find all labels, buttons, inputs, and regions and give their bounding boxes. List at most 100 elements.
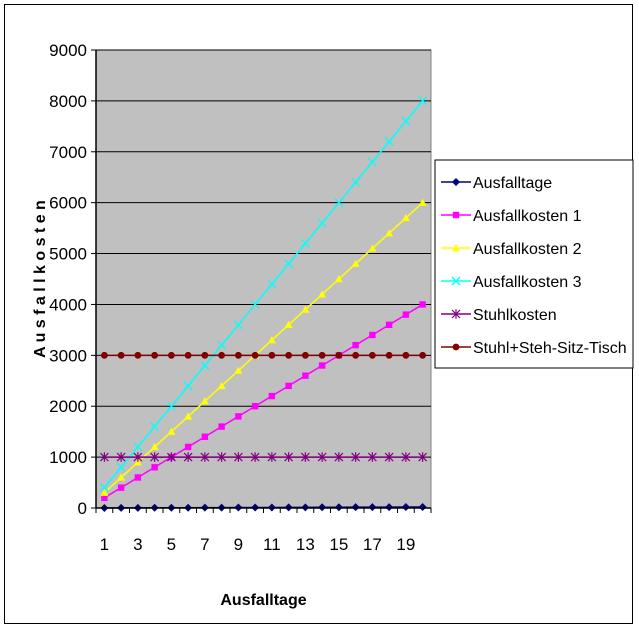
data-point	[284, 320, 293, 328]
data-point	[99, 452, 109, 462]
x-tick-label: 9	[234, 535, 243, 554]
legend-label: Stuhlkosten	[473, 307, 557, 324]
plot-area	[95, 49, 432, 509]
data-point	[201, 351, 209, 359]
data-point	[301, 305, 310, 313]
data-point	[134, 351, 142, 359]
data-point	[385, 351, 393, 359]
data-point	[419, 351, 427, 359]
data-point	[150, 452, 160, 462]
legend-marker	[451, 276, 461, 286]
data-point	[151, 351, 159, 359]
data-point	[100, 351, 108, 359]
data-point	[100, 488, 109, 496]
data-point	[334, 275, 343, 283]
data-point	[117, 484, 125, 491]
data-point	[201, 433, 209, 440]
data-point	[352, 341, 359, 349]
x-tick-label: 17	[363, 535, 382, 554]
data-point	[285, 351, 293, 359]
data-point	[334, 198, 344, 208]
legend-box	[434, 159, 634, 369]
y-tick-label: 5000	[49, 245, 87, 264]
data-point	[334, 452, 344, 462]
data-point	[401, 503, 410, 512]
data-point	[251, 351, 259, 359]
y-tick-label: 7000	[49, 143, 87, 162]
data-point	[368, 351, 376, 359]
data-point	[184, 412, 193, 420]
data-point	[402, 311, 410, 318]
data-point	[167, 351, 175, 359]
legend-marker	[451, 309, 461, 319]
data-point	[351, 503, 360, 512]
series-3	[99, 96, 428, 493]
series-5	[100, 351, 427, 359]
data-point	[284, 259, 294, 269]
data-point	[117, 473, 126, 481]
legend-item: Ausfallkosten 3	[441, 274, 582, 291]
data-point	[200, 452, 210, 462]
data-point	[234, 366, 243, 374]
y-tick-label: 8000	[49, 92, 87, 111]
y-tick-label: 0	[78, 499, 87, 518]
data-point	[234, 351, 242, 359]
data-point	[300, 238, 310, 248]
data-point	[183, 381, 193, 391]
data-point	[317, 452, 327, 462]
x-tick-label: 13	[296, 535, 315, 554]
data-point	[317, 218, 327, 228]
y-axis-title: A u s f a l l k o s t e n	[32, 200, 49, 358]
data-point	[384, 137, 394, 147]
data-point	[318, 290, 327, 298]
legend: Ausfalltage Ausfallkosten 1 Ausfallkosten …	[434, 159, 634, 369]
data-point	[284, 452, 294, 462]
data-point	[367, 157, 377, 167]
data-point	[351, 452, 361, 462]
data-point	[351, 177, 361, 187]
legend-item: Ausfalltage	[441, 175, 552, 192]
x-tick-label: 19	[396, 535, 415, 554]
x-tick-label: 3	[133, 535, 142, 554]
y-tick-label: 6000	[49, 194, 87, 213]
x-axis-ticks: 1 3 5 7 9 11 13 15 17 19	[95, 508, 432, 554]
data-point	[267, 279, 277, 289]
legend-item: Ausfallkosten 1	[441, 208, 582, 225]
data-point	[101, 494, 108, 502]
data-point	[218, 423, 225, 430]
legend-marker	[452, 343, 460, 351]
data-point	[134, 474, 142, 481]
data-point	[335, 351, 343, 359]
data-point	[418, 502, 427, 511]
data-point	[150, 422, 160, 432]
data-point	[233, 320, 243, 330]
data-point	[184, 351, 192, 359]
data-point	[233, 452, 243, 462]
data-point	[184, 443, 192, 451]
legend-item: Ausfallkosten 2	[441, 241, 582, 258]
data-point	[368, 244, 377, 252]
legend-label: Stuhl+Steh-Sitz-Tisch	[473, 340, 627, 357]
series-2	[100, 198, 427, 496]
data-point	[250, 452, 260, 462]
legend-label: Ausfallkosten 1	[473, 208, 582, 225]
data-point	[385, 321, 393, 328]
x-tick-label: 1	[100, 535, 109, 554]
data-point	[418, 96, 428, 106]
x-tick-label: 11	[263, 535, 281, 554]
data-point	[385, 503, 394, 512]
data-point	[183, 452, 193, 462]
data-point	[384, 452, 394, 462]
data-point	[217, 381, 226, 390]
data-point	[251, 403, 259, 410]
x-tick-label: 7	[200, 535, 209, 554]
data-point	[318, 351, 326, 359]
data-point	[285, 382, 292, 390]
y-tick-label: 2000	[49, 397, 87, 416]
legend-marker	[452, 178, 460, 186]
data-point	[268, 392, 276, 400]
data-point	[351, 259, 360, 267]
data-point	[116, 462, 126, 472]
